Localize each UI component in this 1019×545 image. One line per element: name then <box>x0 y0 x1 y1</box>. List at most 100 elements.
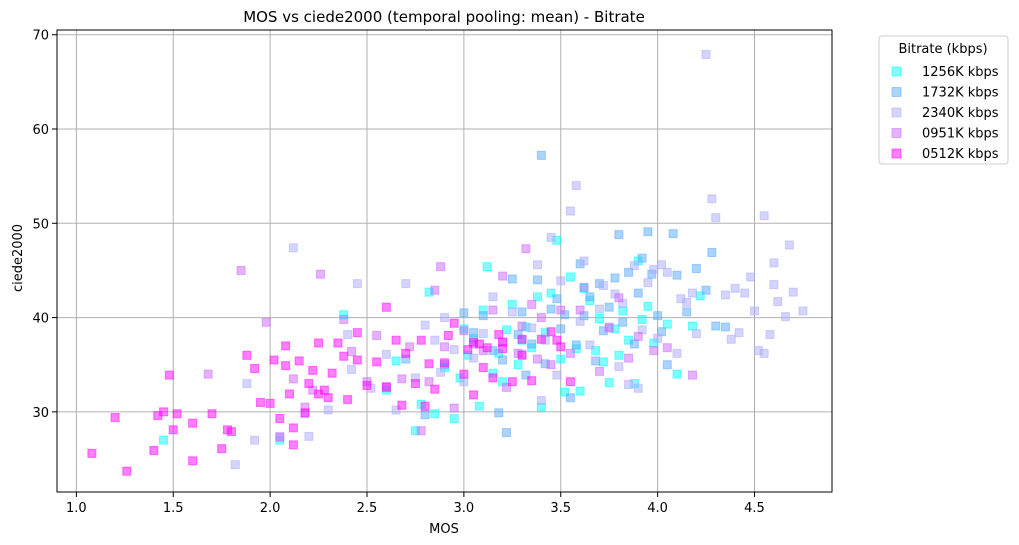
data-point <box>507 377 517 387</box>
data-point <box>610 273 620 283</box>
data-point <box>226 427 236 437</box>
data-point <box>614 350 624 360</box>
data-point <box>459 369 469 379</box>
x-tick-label: 1.5 <box>163 501 184 516</box>
data-point <box>502 325 511 335</box>
data-point <box>87 448 97 458</box>
data-point <box>250 363 260 373</box>
data-point <box>595 366 604 376</box>
data-point <box>424 377 434 387</box>
data-point <box>571 181 581 191</box>
data-point <box>565 393 575 403</box>
data-point <box>300 408 310 418</box>
data-point <box>517 350 527 360</box>
data-point <box>662 360 672 370</box>
data-point <box>624 353 634 363</box>
data-point <box>595 304 604 314</box>
data-point <box>459 377 469 387</box>
data-point <box>637 314 647 324</box>
data-point <box>275 432 285 442</box>
data-point <box>449 403 459 413</box>
data-point <box>440 358 449 368</box>
data-point <box>565 348 575 358</box>
legend-title: Bitrate (kbps) <box>898 42 987 57</box>
data-point <box>372 357 382 367</box>
data-point <box>575 305 585 315</box>
data-point <box>372 330 382 340</box>
data-point <box>502 428 511 438</box>
data-point <box>643 227 653 237</box>
data-point <box>662 267 672 277</box>
data-point <box>159 407 169 417</box>
data-point <box>469 353 479 363</box>
data-point <box>546 232 556 242</box>
data-point <box>316 269 325 279</box>
data-point <box>536 313 546 323</box>
data-point <box>459 326 469 336</box>
data-point <box>536 334 546 344</box>
data-point <box>552 335 562 345</box>
series-2 <box>230 50 808 470</box>
data-point <box>707 248 717 258</box>
data-point <box>443 330 453 340</box>
data-point <box>281 341 291 351</box>
data-point <box>784 240 794 250</box>
data-point <box>688 288 697 298</box>
data-point <box>521 244 531 254</box>
legend-marker <box>891 128 902 138</box>
data-point <box>637 253 647 263</box>
data-point <box>629 261 639 271</box>
legend: Bitrate (kbps) 1256K kbps 1732K kbps 2340K… <box>878 35 1009 165</box>
chart-title: MOS vs ciede2000 (temporal pooling: mean… <box>243 8 645 26</box>
data-point <box>598 281 608 291</box>
x-axis-label: MOS <box>429 522 459 537</box>
data-point <box>469 337 479 347</box>
data-point <box>711 213 721 223</box>
data-point <box>672 348 682 358</box>
data-point <box>546 304 556 314</box>
data-point <box>168 425 178 435</box>
data-point <box>420 320 430 330</box>
data-point <box>746 272 756 282</box>
data-point <box>668 229 678 239</box>
data-point <box>672 369 682 379</box>
data-point <box>420 410 430 420</box>
data-point <box>424 359 434 369</box>
data-point <box>565 206 575 216</box>
data-point <box>507 274 517 284</box>
data-point <box>288 423 298 433</box>
data-point <box>420 401 430 411</box>
data-point <box>265 398 275 408</box>
data-point <box>536 396 546 406</box>
axes <box>52 29 833 497</box>
y-tick-label: 70 <box>32 29 49 44</box>
legend-label: 2340K kbps <box>922 106 999 121</box>
data-point <box>720 290 730 300</box>
data-point <box>416 426 426 436</box>
data-point <box>288 440 298 450</box>
data-point <box>533 275 542 285</box>
data-point <box>798 306 808 316</box>
data-point <box>517 334 527 344</box>
data-point <box>527 376 537 386</box>
data-point <box>288 243 298 253</box>
legend-frame <box>878 35 1009 165</box>
data-point <box>598 357 608 367</box>
data-point <box>188 418 198 428</box>
data-point <box>711 321 721 331</box>
data-point <box>347 347 356 357</box>
legend-marker <box>891 148 902 159</box>
data-point <box>250 435 260 445</box>
data-point <box>255 397 265 407</box>
data-point <box>517 321 527 331</box>
legend-label: 1256K kbps <box>922 65 999 80</box>
data-point <box>604 378 614 388</box>
data-point <box>769 280 779 290</box>
data-point <box>343 330 353 340</box>
data-point <box>494 408 504 418</box>
x-tick-label: 3.0 <box>454 501 475 516</box>
data-point <box>304 431 314 441</box>
data-point <box>494 330 504 340</box>
data-point <box>556 324 566 334</box>
data-point <box>556 276 566 286</box>
